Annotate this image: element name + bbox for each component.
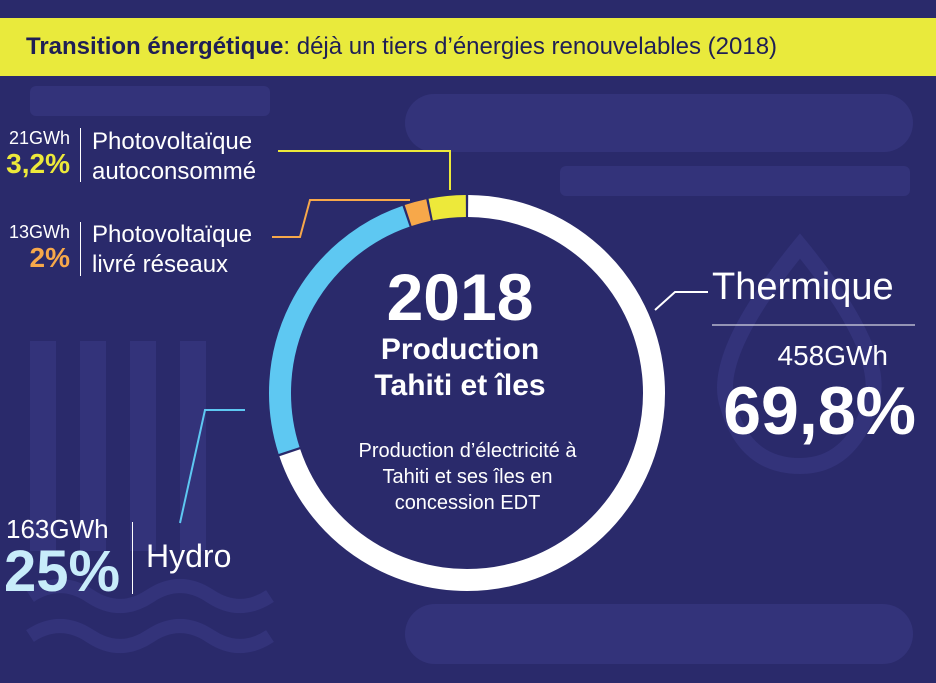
bg-tower-bar-1 — [30, 341, 56, 551]
bg-building-top — [560, 166, 910, 196]
pv-reseau-label-2: livré réseaux — [92, 251, 229, 278]
pv-auto-label-2: autoconsommé — [92, 158, 257, 185]
thermique-label: Thermique — [712, 266, 894, 308]
hydro-gwh: 163GWh — [6, 514, 109, 544]
bg-tower-bar-3 — [130, 341, 156, 551]
center-desc-2: Tahiti et ses îles en — [382, 466, 553, 488]
slice-pv-reseau — [404, 199, 431, 226]
leader-thermique — [654, 291, 708, 311]
bg-pill-bottom — [405, 604, 913, 664]
leader-pv-reseau — [272, 199, 410, 238]
hydro-label: Hydro — [146, 538, 232, 574]
banner-title-rest: : déjà un tiers d’énergies renouvelables… — [283, 33, 778, 60]
leader-hydro — [179, 409, 245, 524]
banner-title-bold: Transition énergétique — [26, 33, 284, 60]
hydro-separator — [132, 522, 133, 594]
thermique-gwh: 458GWh — [777, 340, 889, 371]
leader-pv-auto — [278, 150, 451, 190]
title-banner: Transition énergétique : déjà un tiers d… — [0, 18, 936, 76]
pv-auto-label-1: Photovoltaïque — [92, 128, 253, 155]
center-line1: Production — [380, 333, 540, 366]
pv-reseau-label: Photovoltaïque livré réseaux — [92, 220, 252, 280]
pv-auto-separator — [80, 128, 81, 182]
slice-thermique — [279, 195, 665, 591]
center-line2: Tahiti et îles — [374, 369, 546, 402]
pv-reseau-label-1: Photovoltaïque — [92, 221, 253, 248]
pv-auto-gwh: 21GWh — [8, 128, 70, 148]
center-desc-3: concession EDT — [394, 492, 541, 514]
slice-pv-auto — [428, 195, 467, 221]
center-desc-1: Production d’électricité à — [358, 440, 577, 462]
pv-reseau-separator — [80, 222, 81, 276]
leader-lines — [179, 150, 915, 524]
bg-tower-bar-4 — [180, 341, 206, 551]
pv-auto-pct: 3,2% — [6, 148, 70, 179]
pv-auto-label: Photovoltaïque autoconsommé — [92, 127, 256, 187]
bg-tower-bar-2 — [80, 341, 106, 551]
pv-reseau-gwh: 13GWh — [8, 222, 70, 242]
bg-dam-top — [30, 86, 270, 116]
background-pictograms — [26, 86, 913, 664]
center-year: 2018 — [386, 260, 534, 334]
pv-reseau-pct: 2% — [29, 242, 70, 273]
bg-pill-top — [405, 94, 913, 152]
hydro-pct: 25% — [4, 539, 121, 604]
donut-description: Production d’électricité à Tahiti et ses… — [325, 438, 610, 516]
donut-center: 2018 Production Tahiti et îles — [330, 262, 590, 404]
thermique-pct: 69,8% — [723, 373, 916, 449]
slice-hydro — [269, 205, 410, 454]
